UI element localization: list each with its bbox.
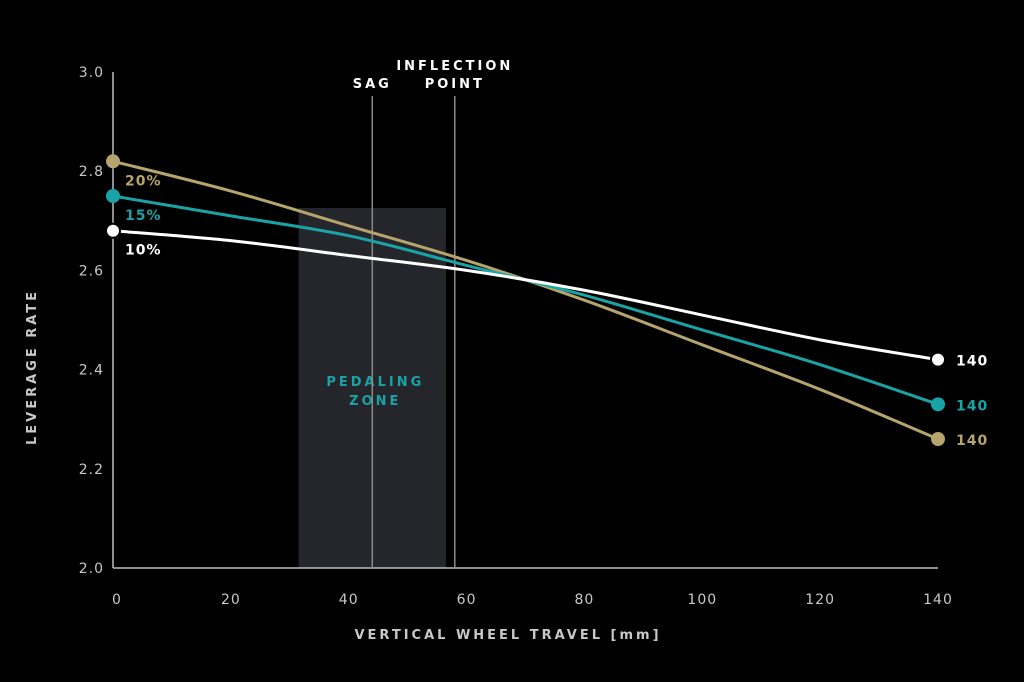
x-axis-title: VERTICAL WHEEL TRAVEL [mm] [354,628,661,643]
series-line-20pct [112,159,939,441]
series-line-15pct [112,194,939,406]
series-start-point-10pct [105,222,121,239]
marker-label-1: POINT [425,77,485,92]
x-tick-label: 100 [687,592,717,608]
series-name-label-10pct: 10% [125,243,162,259]
y-tick-label: 2.6 [79,263,104,279]
series-end-label-15pct: 140 [956,398,988,414]
marker-label-1: INFLECTION [396,59,513,74]
y-tick-label: 2.4 [79,363,104,379]
series-end-label-20pct: 140 [956,433,988,449]
series-start-point-20pct [106,154,120,169]
y-tick-label: 2.2 [79,462,104,478]
marker-label-0: SAG [353,77,392,92]
x-tick-label: 40 [339,592,359,608]
series-end-point-20pct [931,432,945,447]
y-axis-title: LEVERAGE RATE [25,289,40,445]
x-tick-label: 120 [805,592,835,608]
x-tick-label: 0 [112,592,122,608]
series-name-label-15pct: 15% [125,208,162,224]
y-tick-label: 3.0 [79,65,104,81]
pedaling-zone-label: ZONE [349,394,401,409]
series-start-point-15pct [106,189,120,203]
series-end-label-10pct: 140 [956,354,988,370]
pedaling-zone-label: PEDALING [326,375,424,390]
series-end-point-10pct [930,351,946,368]
x-tick-label: 80 [575,592,595,608]
y-tick-label: 2.0 [79,561,104,577]
x-tick-label: 60 [457,592,477,608]
series-line-10pct [112,229,939,362]
x-tick-label: 20 [221,592,241,608]
series-name-label-20pct: 20% [125,173,162,189]
x-tick-label: 140 [923,592,953,608]
y-tick-label: 2.8 [79,164,104,180]
series-end-point-15pct [931,397,945,412]
